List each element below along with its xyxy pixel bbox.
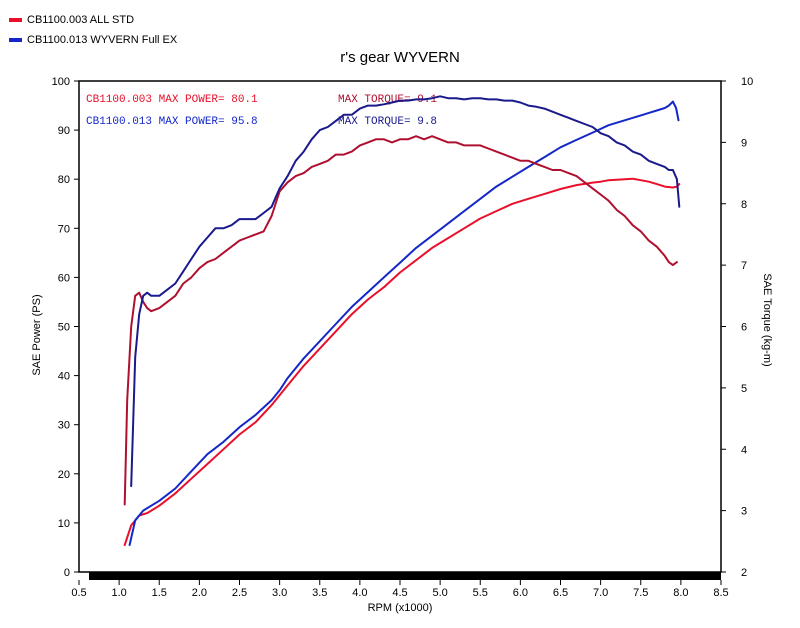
y-right-tick-label: 3 xyxy=(741,506,747,518)
series-line-torque-std xyxy=(123,135,678,506)
tick-layer: 0.5 1.0 1.5 2.0 2.5 3.0 3.5 4.0 4.5 5.0 5.5 6.0 6.5 7… xyxy=(52,76,754,599)
x-tick-label: 3.0 xyxy=(272,587,287,599)
x-tick-label: 6.5 xyxy=(553,587,568,599)
y-right-tick-label: 5 xyxy=(741,383,747,395)
y-left-tick-label: 30 xyxy=(58,420,70,432)
chart-title: r's gear WYVERN xyxy=(340,49,460,66)
annotation-std-power: CB1100.003 MAX POWER= 80.1 xyxy=(86,94,258,106)
x-tick-label: 4.0 xyxy=(352,587,367,599)
x-tick-label: 3.5 xyxy=(312,587,327,599)
y-left-tick-label: 20 xyxy=(58,469,70,481)
x-tick-label: 2.5 xyxy=(232,587,247,599)
y-axis-title-right: SAE Torque (kg-m) xyxy=(761,273,773,366)
legend-label-std: CB1100.003 ALL STD xyxy=(27,14,134,26)
y-left-tick-label: 80 xyxy=(58,174,70,186)
y-left-tick-label: 40 xyxy=(58,371,70,383)
series-line-torque-wyvern xyxy=(130,95,681,488)
y-right-tick-label: 4 xyxy=(741,444,747,456)
y-left-tick-label: 60 xyxy=(58,272,70,284)
x-tick-label: 6.0 xyxy=(513,587,528,599)
x-tick-label: 5.0 xyxy=(432,587,447,599)
annotation-std-torque: MAX TORQUE= 9.1 xyxy=(338,94,437,106)
x-axis-bar xyxy=(89,572,721,580)
x-tick-label: 1.0 xyxy=(111,587,126,599)
x-tick-label: 7.0 xyxy=(593,587,608,599)
y-right-tick-label: 6 xyxy=(741,322,747,334)
y-right-tick-label: 8 xyxy=(741,199,747,211)
annotation-wyvern-torque: MAX TORQUE= 9.8 xyxy=(338,116,437,128)
y-left-tick-label: 90 xyxy=(58,125,70,137)
series-line-power-wyvern xyxy=(128,100,680,546)
annotation-wyvern-power: CB1100.013 MAX POWER= 95.8 xyxy=(86,116,258,128)
plot-frame xyxy=(78,80,722,573)
y-left-tick-label: 50 xyxy=(58,322,70,334)
series-layer xyxy=(123,95,681,546)
x-axis-title: RPM (x1000) xyxy=(368,602,433,614)
y-left-tick-label: 0 xyxy=(64,567,70,579)
legend: CB1100.003 ALL STD CB1100.013 WYVERN Ful… xyxy=(9,14,178,46)
series-line-power-std xyxy=(123,177,681,546)
y-axis-title-left: SAE Power (PS) xyxy=(31,294,43,375)
y-left-tick-label: 100 xyxy=(52,76,70,88)
y-right-tick-label: 7 xyxy=(741,260,747,272)
x-tick-label: 0.5 xyxy=(71,587,86,599)
y-left-tick-label: 70 xyxy=(58,223,70,235)
x-tick-label: 2.0 xyxy=(192,587,207,599)
x-tick-label: 1.5 xyxy=(152,587,167,599)
y-right-tick-label: 2 xyxy=(741,567,747,579)
x-tick-label: 4.5 xyxy=(392,587,407,599)
x-tick-label: 5.5 xyxy=(473,587,488,599)
y-right-tick-label: 9 xyxy=(741,137,747,149)
x-tick-label: 8.0 xyxy=(673,587,688,599)
legend-label-wyvern: CB1100.013 WYVERN Full EX xyxy=(27,34,178,46)
x-tick-label: 7.5 xyxy=(633,587,648,599)
y-right-tick-label: 10 xyxy=(741,76,753,88)
y-left-tick-label: 10 xyxy=(58,518,70,530)
legend-marker-wyvern xyxy=(9,38,22,42)
x-tick-label: 8.5 xyxy=(713,587,728,599)
legend-marker-std xyxy=(9,18,22,22)
